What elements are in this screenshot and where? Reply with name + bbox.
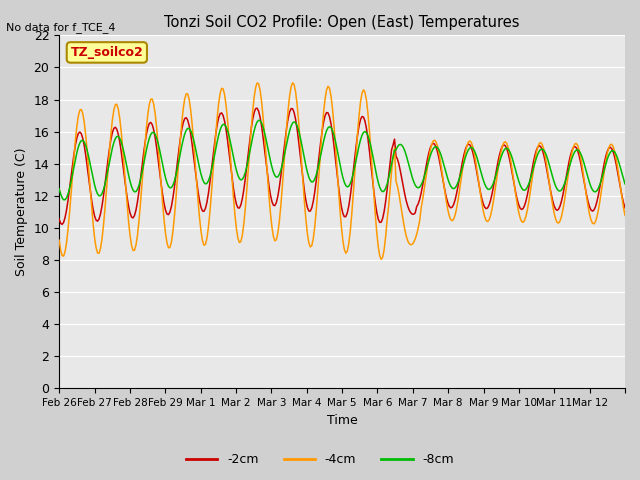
Title: Tonzi Soil CO2 Profile: Open (East) Temperatures: Tonzi Soil CO2 Profile: Open (East) Temp… [164, 15, 520, 30]
Text: No data for f_TCE_4: No data for f_TCE_4 [6, 22, 116, 33]
Y-axis label: Soil Temperature (C): Soil Temperature (C) [15, 147, 28, 276]
X-axis label: Time: Time [326, 414, 358, 427]
Legend: -2cm, -4cm, -8cm: -2cm, -4cm, -8cm [181, 448, 459, 471]
Text: TZ_soilco2: TZ_soilco2 [70, 46, 143, 59]
